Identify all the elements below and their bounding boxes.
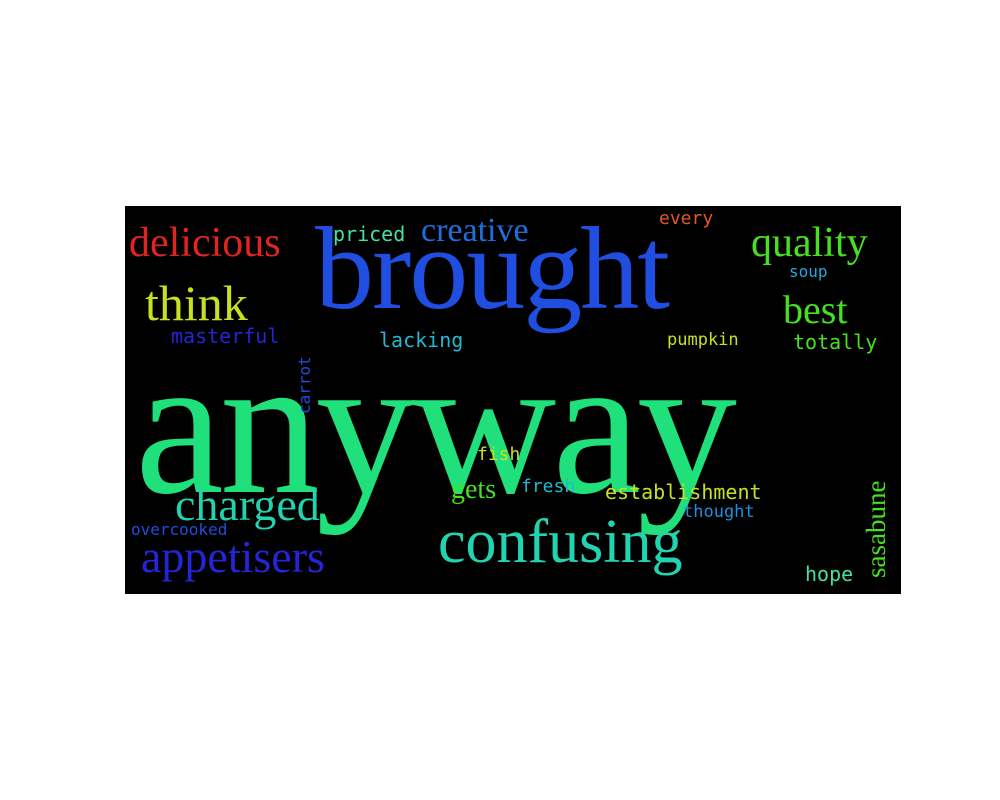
- word-appetisers: appetisers: [141, 531, 325, 582]
- word-cloud: anyway brought confusing appetisers char…: [125, 206, 901, 594]
- word-gets: gets: [451, 474, 497, 505]
- word-anyway: anyway: [135, 315, 737, 536]
- word-think: think: [145, 275, 248, 331]
- word-delicious: delicious: [129, 220, 281, 266]
- word-confusing: confusing: [438, 508, 683, 576]
- word-sasabune: sasabune: [861, 480, 891, 578]
- word-fresh: fresh: [521, 476, 576, 497]
- word-masterful: masterful: [171, 324, 280, 348]
- word-priced: priced: [333, 222, 406, 246]
- word-best: best: [783, 287, 848, 332]
- word-fish: fish: [477, 444, 521, 465]
- word-thought: thought: [683, 502, 755, 522]
- word-hope: hope: [805, 562, 854, 586]
- word-soup: soup: [789, 262, 828, 281]
- word-quality: quality: [751, 220, 868, 266]
- word-charged: charged: [175, 479, 320, 530]
- word-totally: totally: [793, 330, 878, 354]
- word-establishment: establishment: [605, 480, 762, 504]
- word-pumpkin: pumpkin: [667, 330, 739, 350]
- word-lacking: lacking: [379, 328, 464, 352]
- word-every: every: [659, 208, 714, 229]
- word-brought: brought: [315, 206, 670, 334]
- word-overcooked: overcooked: [131, 520, 228, 539]
- word-creative: creative: [421, 212, 529, 249]
- word-carrot: carrot: [295, 356, 314, 414]
